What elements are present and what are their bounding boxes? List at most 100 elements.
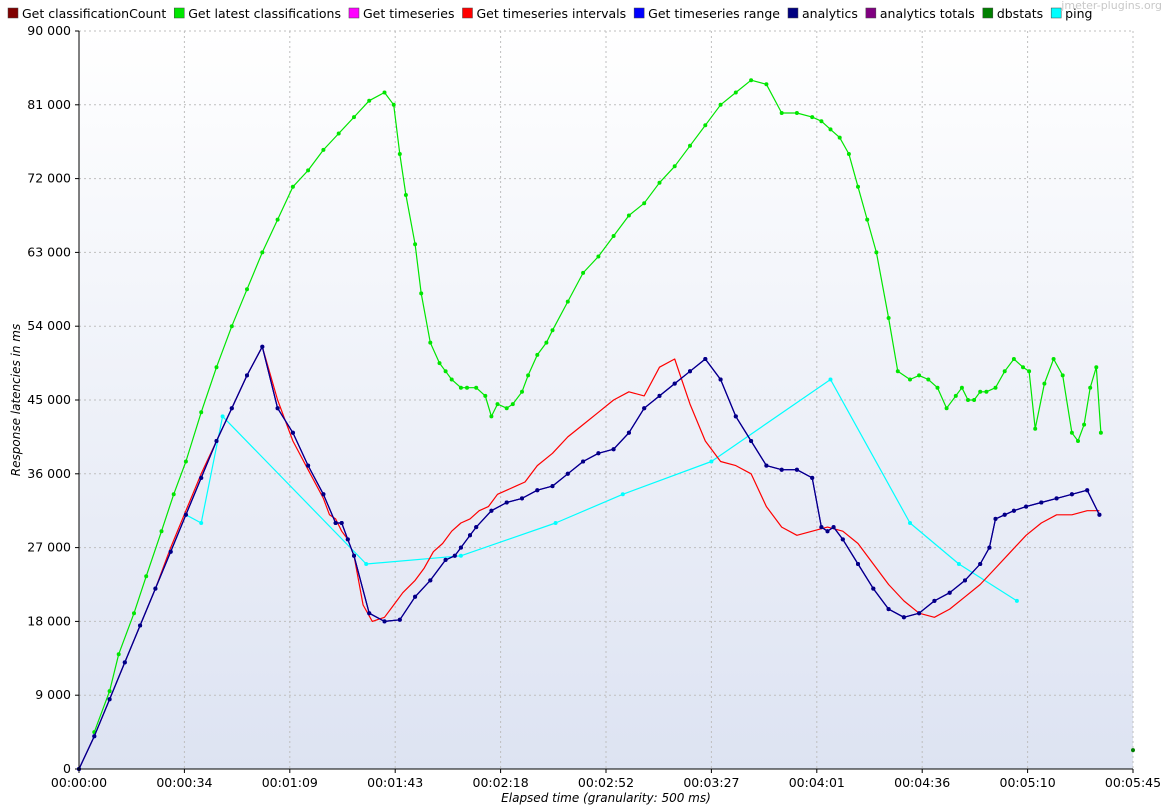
data-point <box>935 385 940 390</box>
data-point <box>391 102 396 107</box>
data-point <box>1024 504 1029 509</box>
data-point <box>932 598 937 603</box>
data-point <box>419 291 424 296</box>
data-point <box>535 488 540 493</box>
data-point <box>828 127 833 132</box>
data-point <box>1069 430 1074 435</box>
legend-swatch <box>173 7 185 19</box>
x-tick-label: 00:01:43 <box>367 775 423 790</box>
data-point <box>168 549 173 554</box>
data-point <box>718 377 723 382</box>
data-point <box>107 689 112 694</box>
data-point <box>260 344 265 349</box>
data-point <box>468 533 472 538</box>
data-point <box>947 590 952 595</box>
data-point <box>718 102 723 107</box>
data-point <box>1094 365 1099 370</box>
data-point <box>611 234 616 238</box>
data-point <box>183 459 188 464</box>
data-point <box>856 184 860 189</box>
data-point <box>959 385 964 390</box>
legend-label: analytics <box>802 6 858 21</box>
data-point <box>550 484 555 489</box>
x-axis-ticks: 00:00:00 00:00:34 00:01:09 00:01:43 00:02:18… <box>51 769 1161 790</box>
data-point <box>987 545 992 550</box>
legend-swatch <box>865 7 877 19</box>
data-point <box>171 492 176 497</box>
data-point <box>626 430 631 435</box>
data-point <box>779 467 784 472</box>
data-point <box>819 119 824 124</box>
data-point <box>535 352 540 357</box>
data-point <box>520 496 524 501</box>
legend-swatch <box>7 7 19 19</box>
data-point <box>749 78 754 83</box>
x-tick-label: 00:05:45 <box>1105 775 1161 790</box>
data-point <box>132 611 136 616</box>
data-point <box>917 373 922 378</box>
legend-label: Get timeseries <box>363 6 455 21</box>
y-tick-label: 45 000 <box>27 392 71 407</box>
y-tick-label: 27 000 <box>27 540 71 555</box>
data-point <box>596 254 601 259</box>
legend-swatch <box>633 7 645 19</box>
data-point <box>1033 426 1038 431</box>
legend-swatch <box>348 7 360 19</box>
data-point <box>260 250 265 255</box>
data-point <box>339 521 344 525</box>
data-point <box>413 594 418 599</box>
data-point <box>871 586 876 591</box>
data-point <box>1039 500 1044 505</box>
legend-label: ping <box>1065 6 1092 21</box>
data-point <box>229 324 234 329</box>
x-tick-label: 00:03:27 <box>683 775 739 790</box>
data-point <box>1097 512 1102 517</box>
data-point <box>953 393 958 398</box>
data-point <box>926 377 931 382</box>
data-point <box>553 521 558 525</box>
data-point <box>966 398 970 402</box>
data-point <box>840 537 845 542</box>
data-point <box>825 529 830 534</box>
data-point <box>1002 512 1007 517</box>
data-point <box>1027 369 1032 374</box>
data-point <box>581 270 586 275</box>
data-point <box>688 369 692 374</box>
data-point <box>917 611 922 616</box>
x-tick-label: 00:05:10 <box>1000 775 1056 790</box>
x-tick-label: 00:00:34 <box>156 775 212 790</box>
data-point <box>1088 385 1093 390</box>
legend-label: dbstats <box>997 6 1043 21</box>
y-tick-label: 0 <box>63 761 71 776</box>
data-point <box>642 406 647 411</box>
x-tick-label: 00:02:18 <box>473 775 529 790</box>
y-tick-label: 90 000 <box>27 23 71 38</box>
data-point <box>1002 369 1007 374</box>
data-point <box>865 217 870 222</box>
data-point <box>183 512 188 517</box>
data-point <box>495 402 500 407</box>
y-tick-label: 9 000 <box>35 687 71 702</box>
data-point <box>504 500 509 505</box>
data-point <box>290 430 295 435</box>
data-point <box>92 734 97 739</box>
data-point <box>352 115 356 120</box>
data-point <box>908 377 912 382</box>
data-point <box>489 508 494 513</box>
data-point <box>620 492 625 497</box>
data-point <box>886 316 891 320</box>
data-point <box>321 492 326 497</box>
y-tick-label: 81 000 <box>27 97 71 112</box>
data-point <box>1131 748 1135 753</box>
x-axis-title: Elapsed time (granularity: 500 ms) <box>501 791 711 805</box>
data-point <box>333 521 338 525</box>
series-line-get-timeseries-intervals <box>78 346 1100 770</box>
data-point <box>688 143 692 148</box>
legend-swatch <box>1050 7 1062 19</box>
legend-swatch <box>787 7 799 19</box>
data-point <box>397 152 402 156</box>
legend-label: Get latest classifications <box>188 6 341 21</box>
data-point <box>550 328 555 333</box>
data-point <box>138 623 143 628</box>
